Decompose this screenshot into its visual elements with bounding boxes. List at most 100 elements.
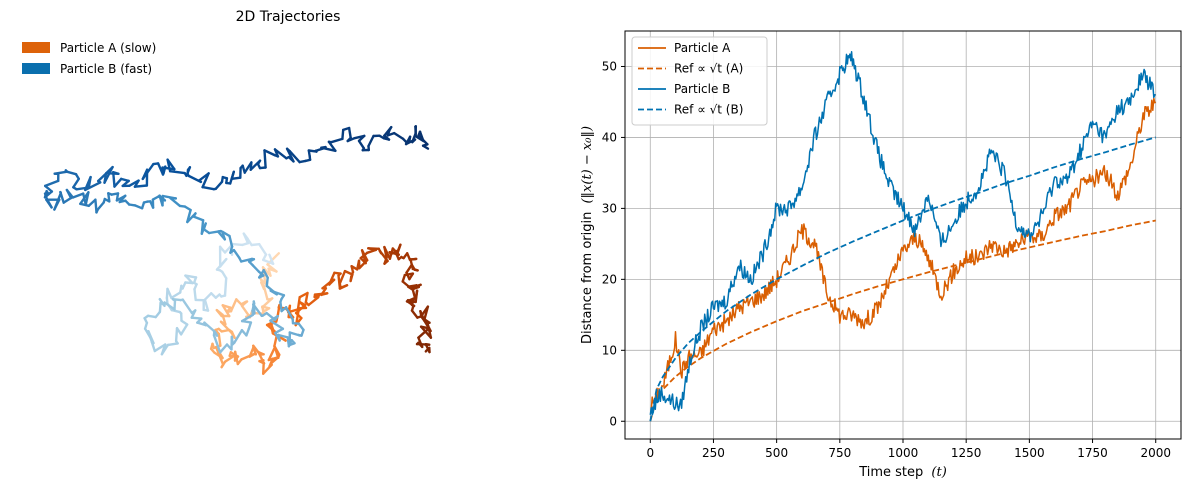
trajectory-segment-particle-a-slow [264, 286, 268, 299]
trajectory-segment-particle-b-fast [67, 172, 76, 175]
legend-label-ref-t-a: Ref ∝ √t (A) [674, 62, 743, 76]
trajectory-segment-particle-a-slow [298, 297, 300, 308]
legend-label-particle-b: Particle B [674, 82, 730, 96]
y-tick-label: 30 [602, 201, 617, 215]
trajectory-segment-particle-b-fast [64, 198, 71, 203]
trajectory-segment-particle-b-fast [253, 265, 259, 271]
x-axis-label-text: Time step [858, 465, 923, 480]
x-tick-label: 1000 [888, 446, 919, 460]
trajectory-segment-particle-b-fast [331, 139, 342, 142]
trajectory-segment-particle-b-fast [394, 133, 403, 139]
trajectory-segment-particle-b-fast [423, 146, 428, 149]
trajectory-segment-particle-b-fast [135, 186, 147, 187]
y-tick-label: 40 [602, 130, 617, 144]
trajectory-segment-particle-b-fast [160, 303, 161, 312]
trajectory-segment-particle-b-fast [369, 136, 374, 146]
x-tick-label: 0 [646, 446, 654, 460]
trajectory-segment-particle-b-fast [202, 220, 203, 234]
trajectory-segment-particle-b-fast [359, 141, 364, 148]
trajectory-segment-particle-b-fast [73, 194, 83, 198]
trajectory-segment-particle-a-slow [416, 291, 417, 302]
y-axis-label: Distance from origin (‖x(t) − x₀‖) [580, 126, 595, 344]
trajectory-segment-particle-a-slow [407, 265, 412, 273]
y-tick-label: 50 [602, 59, 617, 73]
trajectory-segment-particle-a-slow [412, 311, 417, 318]
trajectory-segment-particle-b-fast [193, 216, 203, 220]
x-tick-label: 1750 [1077, 446, 1108, 460]
trajectory-segment-particle-b-fast [230, 236, 233, 247]
x-axis-label-math: (t) [931, 465, 946, 480]
trajectory-segment-particle-a-slow [405, 274, 413, 276]
x-tick-label: 500 [765, 446, 788, 460]
y-tick-label: 20 [602, 272, 617, 286]
trajectory-segment-particle-b-fast [259, 244, 266, 254]
trajectory-segment-particle-b-fast [267, 278, 268, 286]
trajectory-segment-particle-b-fast [113, 172, 114, 186]
y-tick-label: 0 [609, 414, 617, 428]
trajectory-segment-particle-a-slow [235, 352, 238, 364]
trajectory-segment-particle-b-fast [175, 301, 176, 310]
trajectory-segment-particle-b-fast [98, 203, 104, 210]
x-tick-label: 750 [828, 446, 851, 460]
trajectory-segment-particle-b-fast [95, 200, 96, 213]
trajectory-segment-particle-b-fast [232, 178, 241, 179]
trajectory-segment-particle-a-slow [242, 306, 250, 317]
trajectory-title: 2D Trajectories [236, 9, 341, 25]
legend-label-particle-a: Particle A (slow) [60, 41, 156, 55]
trajectory-segment-particle-a-slow [219, 334, 221, 346]
x-tick-label: 2000 [1140, 446, 1171, 460]
trajectory-segment-particle-b-fast [205, 293, 211, 299]
legend-swatch-particle-a [22, 42, 50, 53]
trajectory-segment-particle-a-slow [397, 245, 401, 255]
trajectory-segment-particle-b-fast [89, 200, 96, 206]
x-axis-label: Time step (t) [858, 465, 947, 480]
trajectory-segment-particle-b-fast [225, 278, 226, 295]
trajectory-segment-particle-b-fast [183, 300, 192, 313]
trajectory-legend: Particle A (slow) Particle B (fast) [22, 41, 156, 76]
x-tick-label: 1500 [1014, 446, 1045, 460]
y-axis-label-math: (‖x(t) − x₀‖) [580, 126, 595, 204]
trajectory-panel: 2D Trajectories Particle A (slow) Partic… [22, 9, 431, 374]
trajectory-segment-particle-b-fast [171, 293, 180, 298]
trajectory-segment-particle-b-fast [265, 150, 266, 167]
legend-label-ref-t-b: Ref ∝ √t (B) [674, 103, 743, 117]
trajectory-segment-particle-b-fast [265, 150, 275, 155]
trajectory-segment-particle-b-fast [349, 128, 351, 138]
trajectory-segment-particle-b-fast [45, 181, 58, 186]
legend-label-particle-a: Particle A [674, 41, 731, 55]
legend-swatch-particle-b [22, 63, 50, 74]
trajectory-lines [45, 126, 431, 373]
trajectory-segment-particle-b-fast [181, 325, 187, 335]
trajectory-segment-particle-b-fast [73, 179, 79, 187]
trajectory-segment-particle-a-slow [368, 248, 379, 249]
trajectory-segment-particle-b-fast [176, 328, 177, 341]
trajectory-segment-particle-b-fast [172, 310, 180, 312]
trajectory-segment-particle-a-slow [309, 297, 319, 305]
trajectory-segment-particle-b-fast [342, 130, 343, 139]
trajectory-segment-particle-b-fast [280, 302, 281, 311]
trajectory-segment-particle-b-fast [170, 171, 185, 173]
trajectory-segment-particle-b-fast [195, 289, 196, 300]
trajectory-segment-particle-b-fast [115, 179, 122, 187]
trajectory-segment-particle-b-fast [55, 172, 67, 174]
trajectory-segment-particle-b-fast [167, 289, 168, 298]
trajectory-segment-particle-b-fast [275, 329, 283, 333]
trajectory-segment-particle-a-slow [306, 293, 308, 302]
legend-label-particle-b: Particle B (fast) [60, 62, 152, 76]
trajectory-segment-particle-b-fast [234, 330, 242, 343]
distance-legend: Particle A Ref ∝ √t (A) Particle B Ref ∝ √t… [632, 37, 767, 125]
trajectory-segment-particle-b-fast [204, 323, 214, 332]
y-tick-label: 10 [602, 343, 617, 357]
x-tick-label: 250 [702, 446, 725, 460]
trajectory-segment-particle-b-fast [163, 196, 176, 198]
trajectory-segment-particle-b-fast [203, 187, 214, 189]
trajectory-segment-particle-a-slow [231, 299, 236, 311]
trajectory-segment-particle-b-fast [216, 182, 222, 189]
trajectory-segment-particle-b-fast [168, 343, 178, 345]
trajectory-segment-particle-b-fast [267, 286, 277, 294]
trajectory-segment-particle-b-fast [234, 250, 239, 258]
trajectory-segment-particle-b-fast [217, 259, 226, 270]
